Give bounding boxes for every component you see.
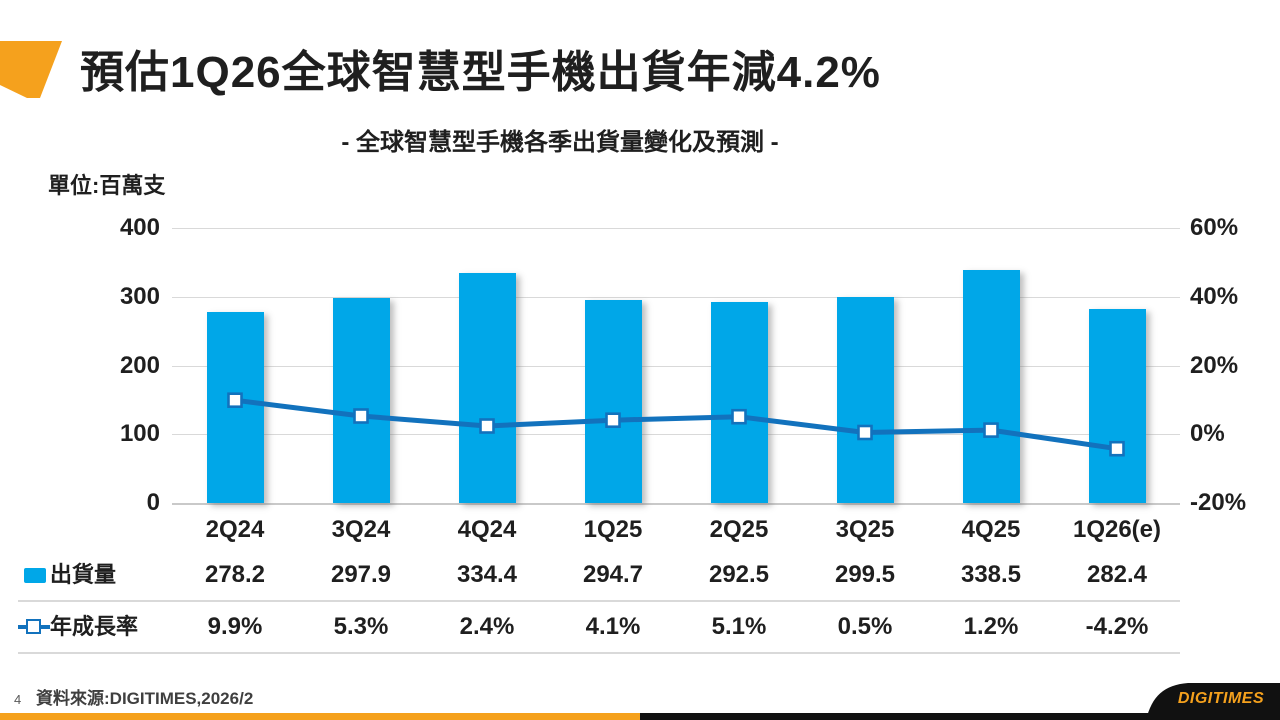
category-label: 1Q26(e) (1072, 516, 1162, 543)
category-label: 3Q24 (331, 516, 391, 543)
table-cell-年成長率-4Q24: 2.4% (459, 613, 515, 640)
right-axis-tick: 60% (1190, 214, 1239, 241)
table-separator (18, 652, 1180, 654)
gridline (172, 434, 1180, 436)
table-cell-出貨量-3Q25: 299.5 (834, 561, 896, 588)
bar-3Q25 (836, 297, 894, 503)
category-label: 4Q25 (961, 516, 1021, 543)
footer-orange-bar (0, 713, 640, 720)
legend-label-growth: 年成長率 (50, 614, 139, 639)
title-accent-shape (0, 41, 62, 98)
right-axis-tick: 40% (1190, 282, 1239, 310)
growth-legend-line-icon (18, 616, 50, 638)
gridline (172, 296, 1180, 298)
bar-1Q26(e) (1088, 308, 1146, 503)
page-number: 4 (14, 692, 22, 707)
gridline (172, 365, 1180, 367)
left-axis-tick: 200 (119, 351, 160, 379)
category-label: 3Q25 (835, 516, 895, 543)
footer-black-bar (640, 713, 1280, 720)
shipments-legend-swatch-icon (24, 568, 46, 583)
growth-legend-marker (26, 619, 41, 634)
table-cell-出貨量-2Q24: 278.2 (204, 561, 266, 588)
table-cell-出貨量-1Q26(e): 282.4 (1086, 561, 1148, 588)
bar-3Q24 (332, 298, 390, 503)
category-label: 2Q25 (709, 516, 769, 543)
page-title: 預估1Q26全球智慧型手機出貨年減4.2% (80, 48, 881, 97)
table-cell-年成長率-4Q25: 1.2% (963, 613, 1019, 640)
table-separator (18, 600, 1180, 602)
category-label: 2Q24 (205, 516, 265, 543)
table-cell-年成長率-1Q26(e): -4.2% (1085, 613, 1149, 640)
legend-label-shipments: 出貨量 (50, 562, 117, 587)
bar-2Q24 (206, 311, 264, 503)
source-note: 資料來源:DIGITIMES,2026/2 (36, 689, 254, 708)
table-cell-年成長率-2Q25: 5.1% (711, 613, 767, 640)
table-cell-年成長率-3Q24: 5.3% (333, 613, 389, 640)
digitimes-logo-text: DIGITIMES (1177, 690, 1265, 707)
table-cell-出貨量-4Q24: 334.4 (456, 561, 518, 588)
axis-unit-label: 單位:百萬支 (48, 173, 166, 198)
digitimes-logo-shape (1146, 683, 1280, 720)
gridline (172, 503, 1180, 505)
left-axis-tick: 0 (146, 489, 160, 516)
category-label: 4Q24 (457, 516, 517, 543)
bar-2Q25 (710, 301, 768, 503)
table-cell-出貨量-2Q25: 292.5 (708, 561, 770, 588)
gridline (172, 228, 1180, 229)
bar-4Q24 (458, 273, 516, 503)
category-label: 1Q25 (583, 516, 643, 543)
left-axis-tick: 300 (119, 282, 160, 310)
table-cell-年成長率-1Q25: 4.1% (585, 613, 641, 640)
table-cell-出貨量-4Q25: 338.5 (960, 561, 1022, 588)
table-cell-年成長率-3Q25: 0.5% (837, 613, 893, 640)
left-axis-tick: 100 (119, 420, 160, 448)
left-axis-tick: 400 (119, 214, 160, 241)
right-axis-tick: -20% (1190, 489, 1247, 516)
chart-subtitle: - 全球智慧型手機各季出貨量變化及預測 - (341, 129, 779, 156)
bar-4Q25 (962, 270, 1020, 503)
table-cell-年成長率-2Q24: 9.9% (207, 613, 263, 640)
table-cell-出貨量-3Q24: 297.9 (330, 561, 392, 588)
right-axis-tick: 20% (1190, 351, 1239, 379)
right-axis-tick: 0% (1190, 420, 1225, 448)
bar-1Q25 (584, 300, 642, 503)
table-cell-出貨量-1Q25: 294.7 (582, 561, 644, 588)
